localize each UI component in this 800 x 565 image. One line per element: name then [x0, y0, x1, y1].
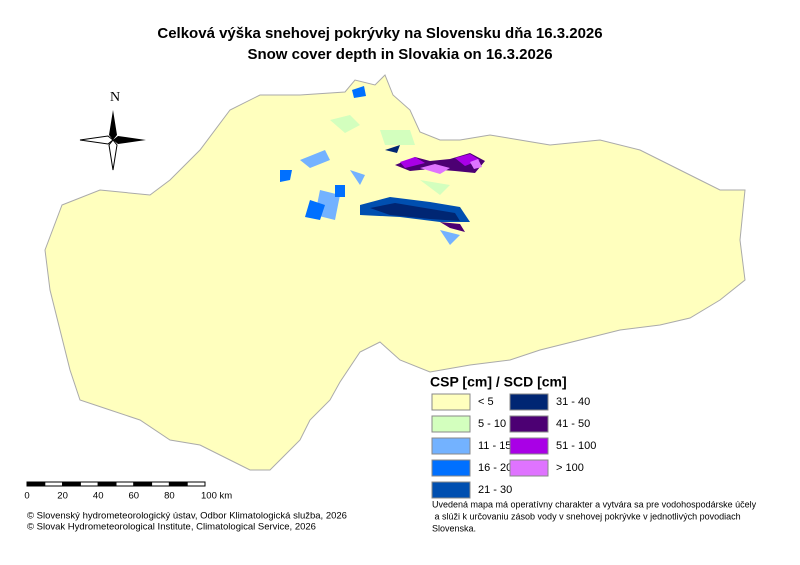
copyright: © Slovenský hydrometeorologický ústav, O…: [27, 511, 347, 533]
legend-label: > 100: [556, 462, 584, 474]
legend: < 5 5 - 10 11 - 15 16 - 20 21 - 30 31 - 40 41 …: [431, 393, 596, 499]
note-line: Uvedená mapa má operatívny charakter a v…: [432, 499, 757, 509]
copyright-line: © Slovak Hydrometeorological Institute, …: [27, 522, 316, 533]
legend-swatch: [431, 415, 471, 433]
scale-segment: [151, 481, 170, 487]
copyright-line: © Slovenský hydrometeorologický ústav, O…: [27, 511, 347, 522]
legend-label: 31 - 40: [556, 396, 590, 408]
scale-segment: [168, 481, 188, 487]
legend-swatch: [431, 481, 471, 499]
scale-segment: [115, 481, 135, 487]
scale-segment: [44, 481, 64, 487]
legend-label: 16 - 20: [478, 462, 512, 474]
legend-swatch: [509, 393, 549, 411]
snow-patches: [280, 86, 485, 245]
legend-swatch: [431, 393, 471, 411]
scale-label: 100 km: [201, 491, 232, 502]
scale-label: 40: [93, 491, 104, 502]
scale-segment: [62, 481, 81, 487]
scale-segment: [133, 481, 153, 487]
scale-bar: 0 20 40 60 80 100 km: [24, 481, 232, 502]
north-label: N: [110, 90, 120, 105]
legend-label: 51 - 100: [556, 440, 596, 452]
scale-label: 0: [24, 491, 29, 502]
legend-label: 5 - 10: [478, 418, 506, 430]
legend-swatch: [509, 437, 549, 455]
legend-title: CSP [cm] / SCD [cm]: [430, 374, 567, 390]
north-arrow: N: [79, 90, 146, 171]
note-line: Slovenska.: [432, 523, 476, 533]
legend-swatch: [431, 437, 471, 455]
note-line: a slúži k určovaniu zásob vody v snehove…: [432, 511, 741, 521]
scale-segment: [186, 481, 206, 487]
legend-swatch: [509, 415, 549, 433]
title: Celková výška snehovej pokrývky na Slove…: [157, 25, 602, 42]
legend-label: 11 - 15: [478, 440, 511, 452]
scale-segment: [79, 481, 99, 487]
legend-swatch: [431, 459, 471, 477]
title: Snow cover depth in Slovakia on 16.3.202…: [247, 46, 552, 63]
legend-swatch: [509, 459, 549, 477]
country-outline: [44, 74, 746, 471]
note: Uvedená mapa má operatívny charakter a v…: [432, 499, 757, 533]
scale-label: 60: [129, 491, 140, 502]
legend-label: < 5: [478, 396, 494, 408]
legend-label: 21 - 30: [478, 484, 512, 496]
scale-label: 20: [57, 491, 68, 502]
legend-label: 41 - 50: [556, 418, 590, 430]
scale-segment: [97, 481, 117, 487]
scale-label: 80: [164, 491, 175, 502]
scale-segment: [26, 481, 46, 487]
